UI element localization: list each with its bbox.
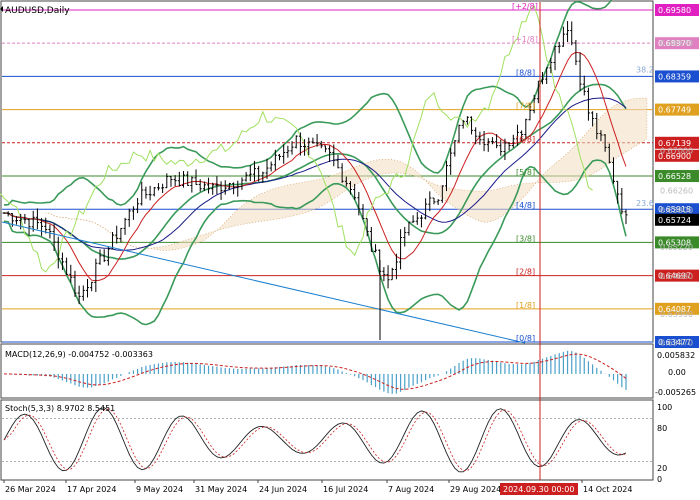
faint-axis-label: 0.65220: [660, 243, 693, 252]
stoch-panel: [0, 399, 654, 481]
faint-axis-label: 0.68970: [660, 39, 693, 48]
stoch-signal: [3, 408, 627, 471]
faint-axis-label: 0.63470: [660, 338, 693, 347]
bollinger-lower: [3, 159, 627, 326]
chart-title: AUDUSD,Daily: [5, 6, 70, 16]
price-tag-text: 0.68359: [658, 72, 691, 81]
murray-label: [3/8]: [516, 234, 535, 243]
price-tag-text: 0.64087: [658, 305, 691, 314]
faint-axis-label: 0.67000: [660, 146, 693, 155]
tenkan-line: [3, 51, 627, 282]
price-tag: [655, 70, 699, 83]
faint-axis-label: 0.66260: [660, 187, 693, 196]
kijun-line: [3, 97, 627, 251]
stoch-axis-0: 0: [657, 475, 662, 484]
murray-label: [0/8]: [516, 334, 535, 343]
price-tag-text: 0.65724: [658, 216, 691, 225]
macd-label: MACD(12,26,9) -0.004752 -0.003363: [5, 350, 153, 359]
murray-label: [8/8]: [516, 68, 535, 77]
stoch-axis-80: 80: [657, 424, 667, 433]
price-tag-text: 0.66900: [658, 152, 691, 161]
fib-label: 38.2: [636, 65, 654, 74]
price-tag-text: 0.65918: [658, 205, 691, 214]
faint-axis-label: 0.64690: [660, 272, 693, 281]
price-tag: [655, 37, 699, 50]
macd-signal: [3, 353, 627, 390]
faint-axis-label: 0.63990: [660, 310, 693, 319]
price-tag-text: 0.69580: [658, 6, 691, 15]
x-label: 16 Jul 2024: [323, 485, 368, 494]
price-tag: [655, 302, 699, 315]
murray-label: [7/8]: [516, 102, 535, 111]
chikou-line: [0, 5, 593, 273]
price-tag: [655, 4, 699, 16]
price-tag: [655, 149, 699, 162]
price-tag-text: 0.64697: [658, 272, 691, 281]
ichimoku-cloud: [45, 97, 648, 251]
price-tag-text: 0.67139: [658, 139, 691, 148]
price-tag: [655, 213, 699, 226]
price-tag-text: 0.66528: [658, 172, 691, 181]
murray-label: [5/8]: [516, 168, 535, 177]
price-tag: [655, 103, 699, 116]
x-label: 31 May 2024: [195, 485, 247, 494]
price-tag-text: 0.67749: [658, 106, 691, 115]
stoch-label: Stoch(5,3,3) 8.9702 8.5451: [5, 404, 115, 413]
x-label: 7 Aug 2024: [388, 485, 434, 494]
stoch-axis-100: 100: [657, 403, 672, 412]
murray-label: [+1/8]: [512, 35, 538, 44]
x-label: 29 Aug 2024: [450, 485, 501, 494]
x-label: 17 Apr 2024: [67, 485, 116, 494]
murray-label: [4/8]: [516, 201, 535, 210]
price-tag: [655, 269, 699, 282]
bollinger-upper: [3, 0, 613, 206]
price-tag: [655, 203, 699, 216]
murray-label: [2/8]: [516, 268, 535, 277]
stoch-main: [3, 407, 627, 473]
faint-axis-label: 0.65900: [660, 206, 693, 215]
murray-label: [+2/8]: [512, 2, 538, 11]
price-tag: [655, 236, 699, 249]
date-marker-label: 2024.09.30 00:00: [503, 485, 574, 494]
price-tag: [655, 336, 699, 348]
date-marker-badge: [500, 483, 578, 495]
macd-axis-top: 0.005832: [657, 351, 695, 360]
price-tag: [655, 170, 699, 183]
price-tag-text: 0.68970: [658, 39, 691, 48]
x-label: 24 Jun 2024: [259, 485, 307, 494]
price-tag-text: 0.65308: [658, 238, 691, 247]
x-label: 9 May 2024: [136, 485, 183, 494]
murray-label: [6/8]: [516, 135, 535, 144]
main-panel: [0, 0, 654, 343]
symbol-arrow-icon: [0, 6, 3, 12]
price-tag: [655, 136, 699, 149]
trend-line: [1, 221, 526, 344]
macd-axis-bottom: -0.005265: [655, 388, 696, 397]
macd-panel: [0, 343, 654, 399]
macd-axis-zero: 0.00: [668, 368, 686, 377]
price-tag-text: 0.63477: [658, 338, 691, 347]
murray-label: [1/8]: [516, 301, 535, 310]
fib-label: 23.6: [636, 199, 654, 208]
stoch-axis-20: 20: [657, 464, 667, 473]
x-label: 26 Mar 2024: [5, 485, 56, 494]
x-label: 14 Oct 2024: [583, 485, 632, 494]
